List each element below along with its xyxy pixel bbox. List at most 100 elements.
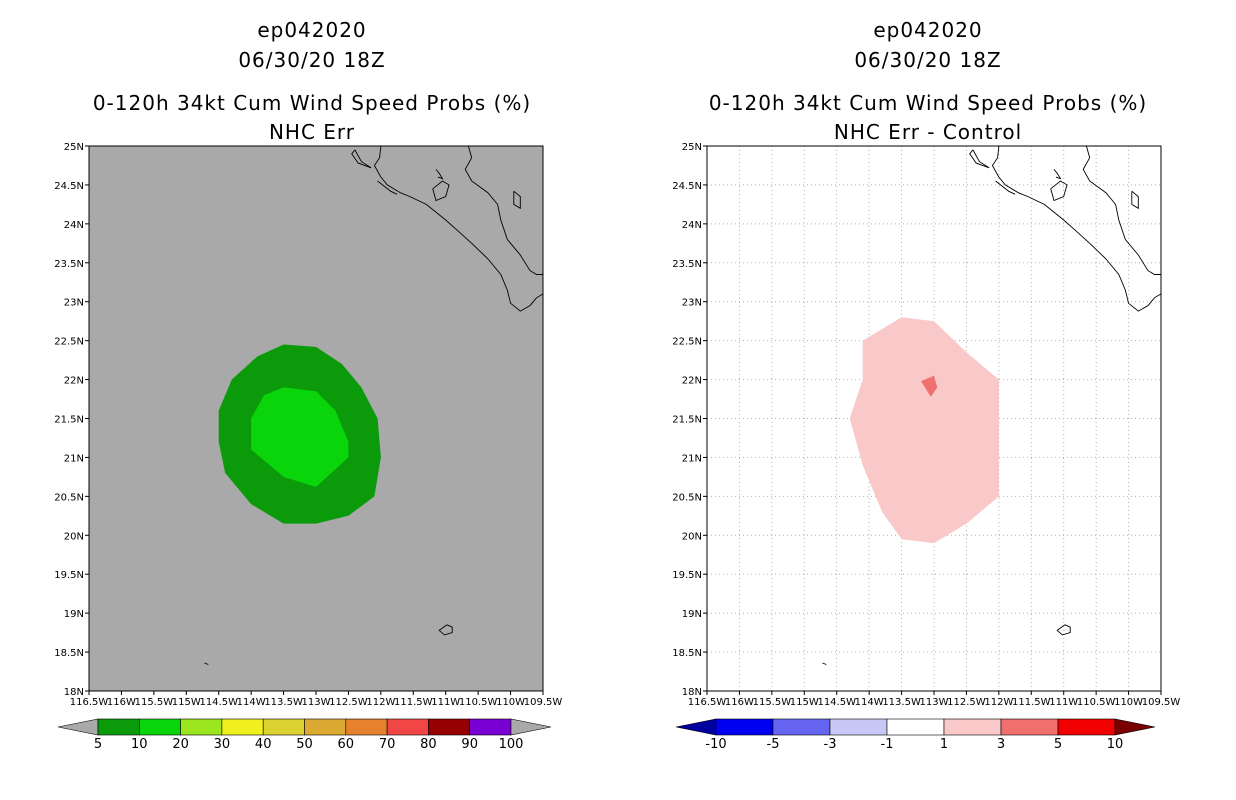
left-title-datetime: 06/30/20 18Z bbox=[238, 48, 386, 72]
coastline bbox=[377, 180, 398, 195]
coastline bbox=[513, 190, 521, 210]
contour-1-3 bbox=[849, 317, 999, 544]
y-tick-label: 23N bbox=[682, 298, 702, 309]
x-tick-label: 115.5W bbox=[135, 697, 174, 708]
y-tick-label: 22N bbox=[682, 376, 702, 387]
colorbar-swatch bbox=[304, 718, 347, 736]
x-tick-label: 116W bbox=[725, 697, 754, 708]
contour-3-5 bbox=[921, 375, 938, 397]
y-tick-label: 21.5N bbox=[54, 415, 84, 426]
colorbar-label: 10 bbox=[1107, 737, 1124, 752]
colorbar-swatch bbox=[262, 718, 305, 736]
x-tick-label: 112.5W bbox=[947, 697, 986, 708]
colorbar-swatch bbox=[772, 718, 831, 736]
colorbar-label: 20 bbox=[172, 737, 189, 752]
x-tick-label: 112W bbox=[984, 697, 1013, 708]
y-tick-label: 22N bbox=[64, 376, 84, 387]
x-tick-label: 109.5W bbox=[524, 697, 563, 708]
coastline bbox=[373, 145, 544, 312]
y-tick-label: 20N bbox=[64, 531, 84, 542]
colorbar-swatch bbox=[97, 718, 140, 736]
colorbar-label: 100 bbox=[499, 737, 524, 752]
x-tick-label: 112W bbox=[366, 697, 395, 708]
coastline bbox=[1053, 169, 1062, 180]
colorbar-label: 90 bbox=[461, 737, 478, 752]
x-tick-label: 114.5W bbox=[199, 697, 238, 708]
colorbar-swatch bbox=[386, 718, 429, 736]
right-title-subtitle: NHC Err - Control bbox=[833, 120, 1023, 144]
x-tick-label: 113W bbox=[920, 697, 949, 708]
colorbar-label: 5 bbox=[94, 737, 102, 752]
y-tick-label: 23.5N bbox=[54, 259, 84, 270]
coastline bbox=[822, 662, 827, 665]
colorbar-under-arrow bbox=[57, 718, 99, 736]
coastline bbox=[1050, 180, 1068, 202]
y-tick-label: 21.5N bbox=[672, 415, 702, 426]
y-tick-label: 21N bbox=[682, 453, 702, 464]
coastline bbox=[991, 145, 1162, 312]
colorbar-label: 70 bbox=[379, 737, 396, 752]
x-tick-label: 116.5W bbox=[688, 697, 727, 708]
contour-10-20 bbox=[251, 387, 349, 487]
x-tick-label: 110.5W bbox=[1077, 697, 1116, 708]
colorbar-over-arrow bbox=[1114, 718, 1156, 736]
coastline bbox=[204, 662, 209, 665]
y-tick-label: 19N bbox=[64, 609, 84, 620]
y-tick-label: 18.5N bbox=[54, 648, 84, 659]
y-tick-label: 19N bbox=[682, 609, 702, 620]
y-tick-label: 19.5N bbox=[54, 570, 84, 581]
colorbar-label: -3 bbox=[824, 737, 837, 752]
y-tick-label: 25N bbox=[682, 142, 702, 153]
y-tick-label: 23.5N bbox=[672, 259, 702, 270]
x-tick-label: 113W bbox=[302, 697, 331, 708]
colorbar-swatch bbox=[139, 718, 181, 736]
coastline bbox=[1056, 624, 1071, 636]
coastline bbox=[1131, 190, 1139, 210]
x-tick-label: 114W bbox=[855, 697, 884, 708]
x-tick-label: 110.5W bbox=[459, 697, 498, 708]
x-tick-label: 111.5W bbox=[394, 697, 433, 708]
colorbar-swatch bbox=[943, 718, 1002, 736]
colorbar-label: 5 bbox=[1054, 737, 1062, 752]
colorbar-swatch bbox=[180, 718, 223, 736]
y-tick-label: 22.5N bbox=[54, 337, 84, 348]
x-tick-label: 113.5W bbox=[264, 697, 303, 708]
colorbar-label: -5 bbox=[767, 737, 780, 752]
y-tick-label: 24.5N bbox=[54, 181, 84, 192]
y-tick-label: 24.5N bbox=[672, 181, 702, 192]
x-tick-label: 114.5W bbox=[817, 697, 856, 708]
y-tick-label: 23N bbox=[64, 298, 84, 309]
coastline bbox=[1082, 145, 1161, 275]
colorbar-swatch bbox=[829, 718, 888, 736]
colorbar-label: -1 bbox=[881, 737, 894, 752]
x-tick-label: 111W bbox=[431, 697, 460, 708]
x-tick-label: 113.5W bbox=[882, 697, 921, 708]
right-chart: 116.5W116W115.5W115W114.5W114W113.5W113W… bbox=[672, 142, 1180, 752]
y-tick-label: 18.5N bbox=[672, 648, 702, 659]
colorbar-label: 10 bbox=[131, 737, 148, 752]
x-tick-label: 111.5W bbox=[1012, 697, 1051, 708]
colorbar-swatch bbox=[715, 718, 774, 736]
colorbar-label: 1 bbox=[940, 737, 948, 752]
x-tick-label: 115W bbox=[790, 697, 819, 708]
y-tick-label: 24N bbox=[64, 220, 84, 231]
colorbar-swatch bbox=[221, 718, 264, 736]
colorbar-label: 80 bbox=[420, 737, 437, 752]
x-tick-label: 112.5W bbox=[329, 697, 368, 708]
coastline bbox=[969, 149, 990, 169]
colorbar-over-arrow bbox=[510, 718, 552, 736]
colorbar-swatch bbox=[428, 718, 470, 736]
y-tick-label: 24N bbox=[682, 220, 702, 231]
right-title-datetime: 06/30/20 18Z bbox=[854, 48, 1002, 72]
y-tick-label: 18N bbox=[64, 687, 84, 698]
colorbar-swatch bbox=[469, 718, 512, 736]
left-title-subtitle: NHC Err bbox=[268, 120, 356, 144]
y-tick-label: 20N bbox=[682, 531, 702, 542]
x-tick-label: 110W bbox=[496, 697, 525, 708]
coastline bbox=[464, 145, 543, 275]
y-tick-label: 25N bbox=[64, 142, 84, 153]
x-tick-label: 116.5W bbox=[70, 697, 109, 708]
coastline bbox=[438, 624, 453, 636]
right-title-product: 0-120h 34kt Cum Wind Speed Probs (%) bbox=[708, 91, 1148, 115]
x-tick-label: 115W bbox=[172, 697, 201, 708]
